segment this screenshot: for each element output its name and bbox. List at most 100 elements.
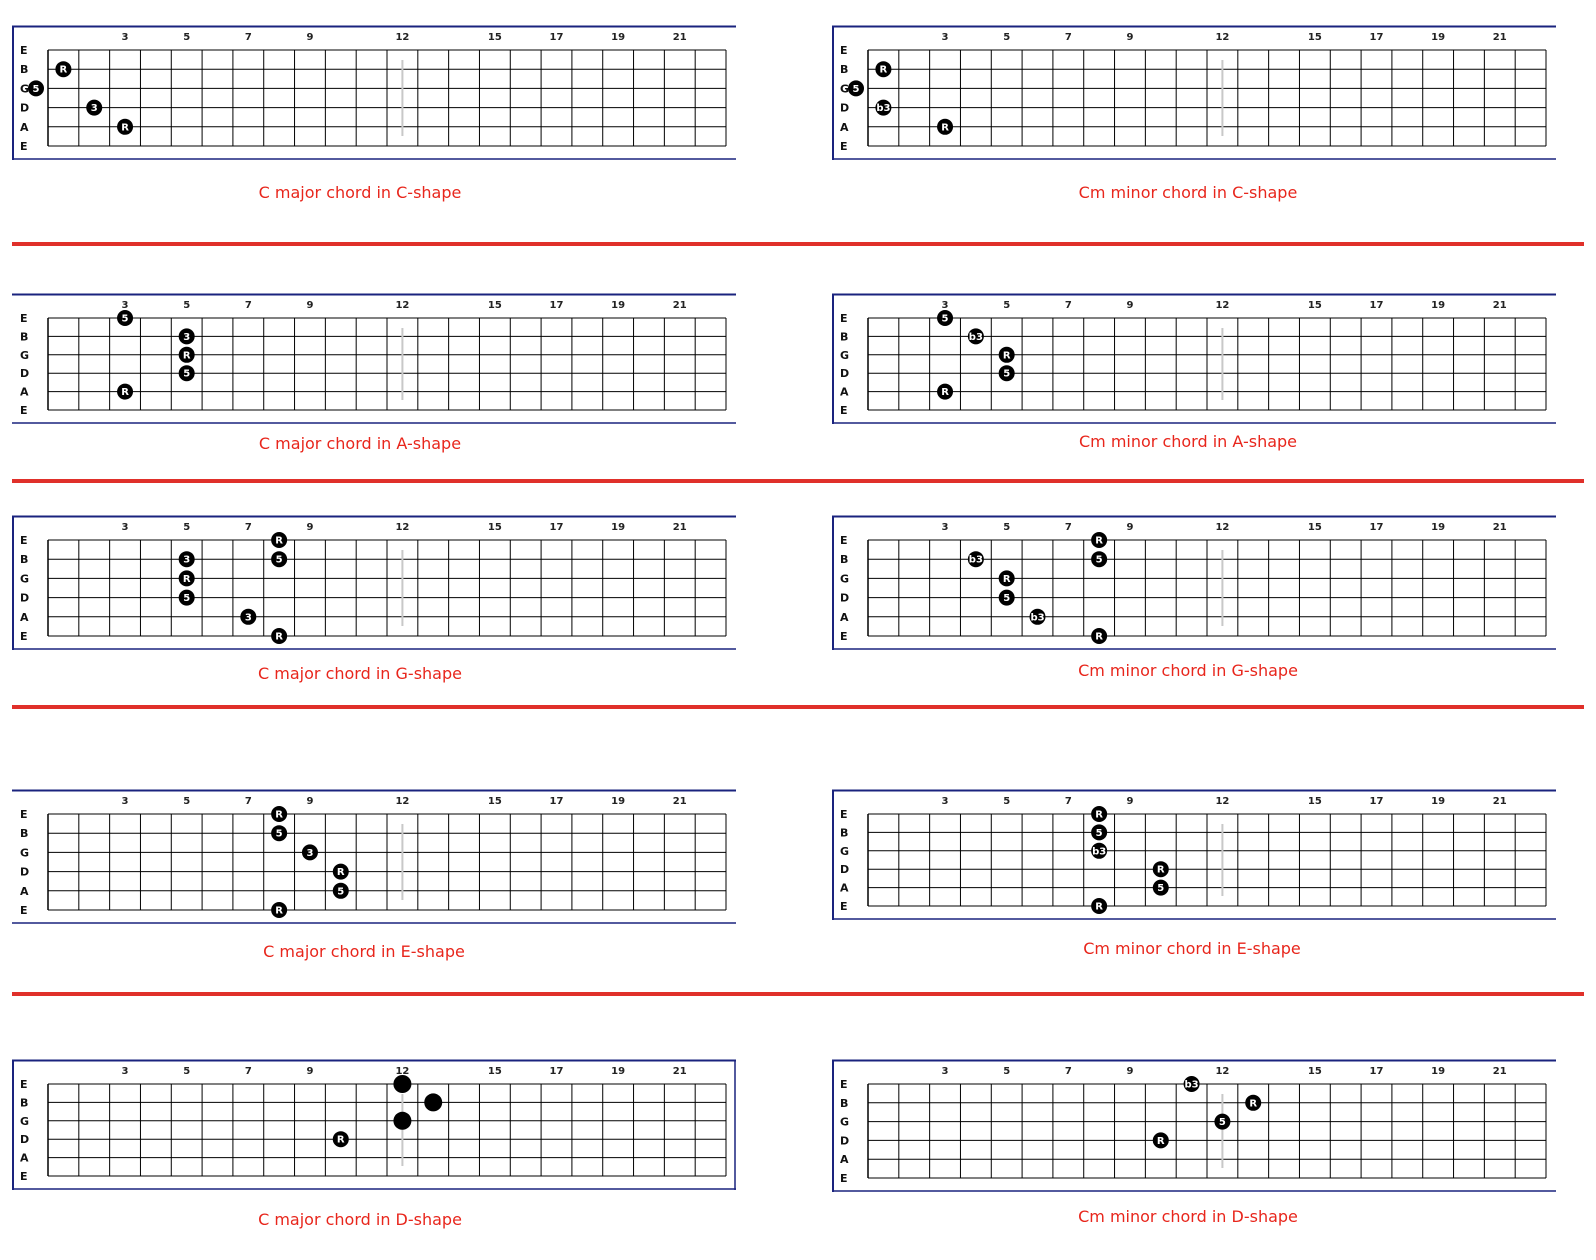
note-dot	[178, 570, 195, 587]
note-label: R	[941, 387, 949, 398]
fretboard-c-major-e-shape: E B G D A E 3 5 7 9 12 15 17 19 21 R 5 3 R 5 R	[12, 789, 736, 924]
caption-c-major-e-shape: C major chord in E-shape	[263, 942, 465, 961]
string-name-label: E	[20, 312, 28, 325]
fret-number-label: 17	[550, 796, 564, 807]
fret-number-label: 15	[488, 796, 502, 807]
fret-number-label: 3	[942, 32, 949, 43]
fret-number-label: 5	[183, 522, 190, 533]
fretboard-c-major-g-shape: E B G D A E 3 5 7 9 12 15 17 19 21 R 5 3 R 5 3 R	[12, 515, 736, 650]
fret-number-label: 19	[611, 796, 625, 807]
fret-number-label: 7	[245, 796, 252, 807]
string-name-label: A	[20, 386, 29, 399]
string-name-label: B	[20, 330, 28, 343]
string-name-label: G	[20, 846, 29, 859]
note-label: R	[1249, 1098, 1257, 1109]
string-name-label: E	[840, 312, 848, 325]
fret-number-label: 9	[1126, 32, 1133, 43]
note-label: R	[1157, 1136, 1165, 1147]
string-name-label: E	[840, 808, 848, 821]
fret-number-label: 15	[1308, 522, 1322, 533]
note-dot	[117, 118, 134, 135]
note-label: 5	[337, 886, 344, 897]
note-dot	[875, 99, 892, 116]
note-dot	[117, 310, 134, 326]
note-label: R	[1095, 902, 1103, 913]
note-dot	[271, 825, 288, 842]
string-name-label: D	[840, 102, 849, 115]
note-label: 5	[122, 314, 129, 325]
note-dot	[1091, 842, 1108, 859]
note-dot	[1152, 879, 1169, 896]
fret-number-label: 5	[1003, 796, 1010, 807]
note-label: b3	[1185, 1080, 1199, 1091]
note-label: b3	[1092, 846, 1106, 857]
string-name-label: E	[840, 900, 848, 913]
fretboard-cm-minor-a-shape: E B G D A E 3 5 7 9 12 15 17 19 21 5 b3 R 5 R	[832, 293, 1556, 424]
string-name-label: E	[20, 140, 28, 153]
note-label: R	[1095, 536, 1103, 547]
note-label: R	[121, 122, 129, 133]
fretboard-cm-minor-g-shape: E B G D A E 3 5 7 9 12 15 17 19 21 R 5 b3 R 5 b3 R	[832, 515, 1556, 650]
note-label: 3	[183, 332, 190, 343]
string-name-label: E	[20, 904, 28, 917]
fret-number-label: 9	[306, 522, 313, 533]
note-dot	[1091, 806, 1108, 822]
fret-number-label: 7	[1065, 300, 1072, 311]
string-name-label: B	[20, 553, 28, 566]
string-name-label: E	[840, 404, 848, 417]
string-name-label: B	[840, 826, 848, 839]
note-label: R	[880, 65, 888, 76]
note-dot	[271, 806, 288, 822]
note-label: R	[183, 350, 191, 361]
string-name-label: A	[20, 1152, 29, 1165]
note-dot	[967, 328, 984, 345]
string-name-label: B	[840, 63, 848, 76]
fret-number-label: 15	[1308, 32, 1322, 43]
note-dot	[178, 589, 195, 606]
fretboard-c-major-d-shape: E B G D A E 3 5 7 9 12 15 17 19 21 R	[12, 1059, 736, 1190]
note-label: R	[1003, 574, 1011, 585]
fret-number-label: 17	[1370, 1066, 1384, 1077]
fret-number-label: 3	[942, 522, 949, 533]
fret-number-label: 12	[395, 32, 409, 43]
note-dot	[271, 551, 288, 568]
fret-number-label: 3	[122, 300, 129, 311]
note-label: 5	[1003, 593, 1010, 604]
fret-number-label: 3	[122, 796, 129, 807]
note-label: 5	[276, 555, 283, 566]
string-name-label: G	[840, 572, 849, 585]
fret-number-label: 12	[395, 796, 409, 807]
note-dot	[86, 99, 103, 116]
note-dot	[178, 346, 195, 363]
string-name-label: G	[20, 349, 29, 362]
fret-number-label: 21	[1493, 32, 1507, 43]
note-label: b3	[1030, 612, 1044, 623]
fret-number-label: 7	[245, 32, 252, 43]
string-name-label: B	[20, 827, 28, 840]
string-name-label: G	[20, 1115, 29, 1128]
section-separator	[12, 242, 1584, 246]
string-name-label: A	[20, 611, 29, 624]
note-dot	[178, 328, 195, 345]
fret-number-label: 19	[611, 522, 625, 533]
fret-number-label: 15	[1308, 300, 1322, 311]
note-label: R	[183, 574, 191, 585]
string-name-label: E	[20, 1170, 28, 1183]
fret-number-label: 3	[942, 796, 949, 807]
string-name-label: B	[840, 553, 848, 566]
note-dot	[393, 1075, 412, 1093]
fret-number-label: 19	[1431, 300, 1445, 311]
string-name-label: G	[840, 349, 849, 362]
fret-number-label: 21	[673, 300, 687, 311]
note-label: R	[1095, 632, 1103, 643]
fret-number-label: 9	[306, 300, 313, 311]
note-dot	[332, 863, 349, 880]
fret-number-label: 17	[550, 300, 564, 311]
fret-number-label: 9	[1126, 522, 1133, 533]
note-dot	[271, 532, 288, 548]
fret-number-label: 5	[1003, 300, 1010, 311]
